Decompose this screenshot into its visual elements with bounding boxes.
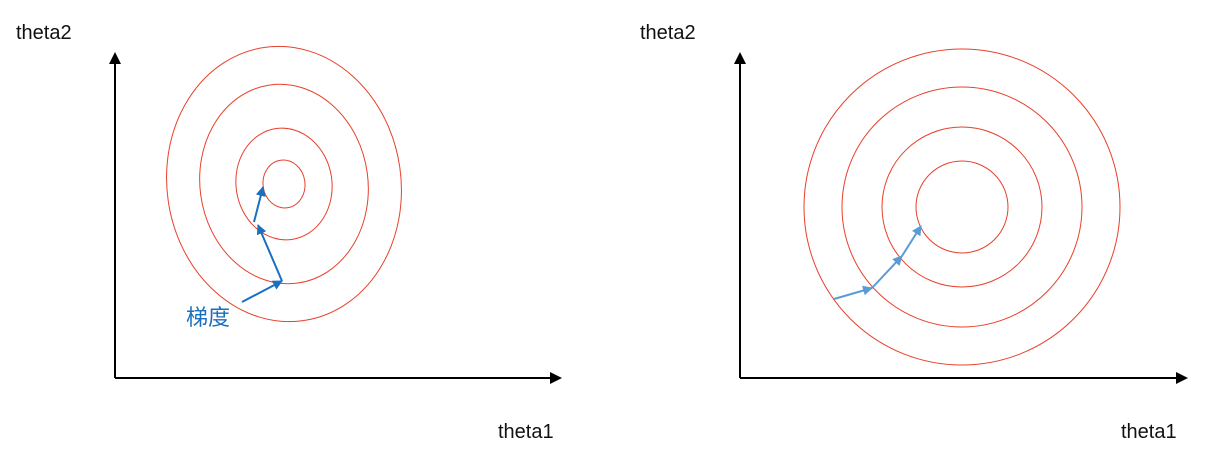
left-y-axis-label: theta2 [16,22,72,44]
right-step-1 [833,285,873,300]
left-step-1 [241,280,283,303]
right-contour-3 [841,86,1083,328]
left-contour-4 [166,45,402,323]
left-contours [166,45,402,323]
left-x-axis-label: theta1 [498,421,554,443]
right-plot [734,48,1188,384]
right-contour-4 [803,48,1121,366]
left-contour-2 [235,127,333,241]
right-step-2 [871,255,903,289]
left-contour-3 [199,83,369,285]
right-step-3 [901,225,922,257]
right-x-axis-label: theta1 [1121,421,1177,443]
right-contour-1 [915,160,1009,254]
left-step-2 [256,224,283,282]
left-step-3 [253,186,266,223]
right-y-axis-label: theta2 [640,22,696,44]
right-contours [803,48,1121,366]
left-contour-1 [262,159,306,209]
right-gradient-path [833,225,922,300]
left-gradient-path [241,186,283,303]
left-gradient-label: 梯度 [186,306,231,331]
right-contour-2 [881,126,1043,288]
left-plot [109,45,562,384]
